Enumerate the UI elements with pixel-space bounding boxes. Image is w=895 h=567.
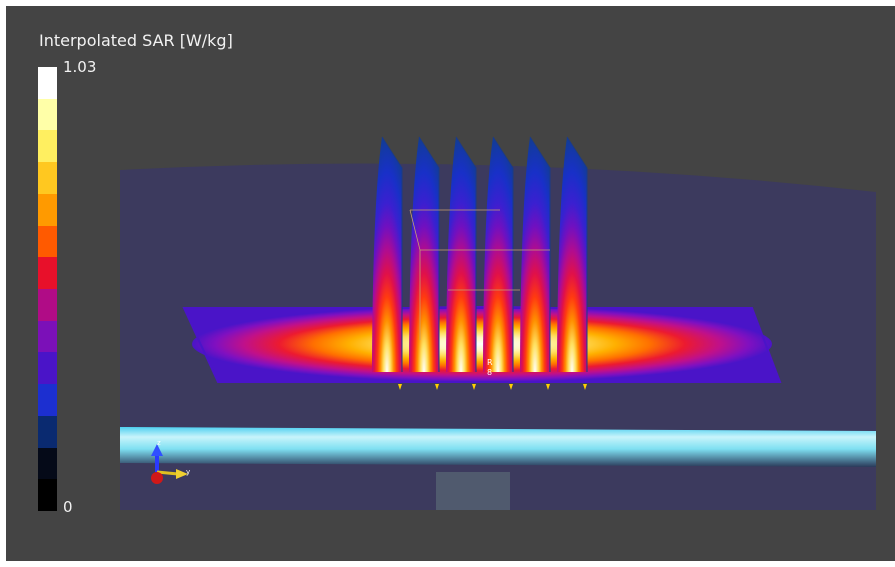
colorbar-segment [38,257,57,290]
vertical-sar-planes [372,136,588,372]
colorbar [38,67,57,512]
colorbar-segment [38,130,57,163]
colorbar-min-label: 0 [63,498,73,516]
colorbar-segment [38,67,57,99]
colorbar-segment [38,98,57,131]
vertical-sar-slice [483,137,513,372]
feed-markers [398,384,587,390]
colorbar-segment [38,193,57,226]
vertical-sar-slice [520,137,550,372]
probe-wireframe [409,209,550,340]
colorbar-segment [38,479,57,512]
colorbar-segment [38,415,57,448]
colorbar-segment [38,384,57,416]
probe-label-top: R [487,358,493,367]
colorbar-segment [38,352,57,385]
colorbar-segment [38,162,57,194]
vertical-sar-slice [372,137,402,372]
phantom-support [436,472,510,510]
vertical-sar-slice-edge [455,136,477,372]
horizontal-sar-plane [182,306,782,383]
orientation-axes: z y [151,439,190,484]
vertical-sar-slice-edge [566,136,588,372]
colorbar-segment [38,320,57,353]
vertical-sar-slice-edge [492,136,514,372]
vertical-sar-slice-edge [381,136,403,372]
vertical-sar-slice [557,137,587,372]
axis-z-label: z [157,439,161,447]
cable [120,427,876,467]
colorbar-segment [38,447,57,480]
vertical-sar-slice-edge [529,136,551,372]
colorbar-segment [38,225,57,258]
colorbar-segment [38,289,57,321]
colorbar-max-label: 1.03 [63,58,97,76]
probe-label-bottom: 8 [487,368,492,377]
colorbar-title: Interpolated SAR [W/kg] [39,31,233,50]
vertical-sar-slice [446,137,476,372]
axis-y-label: y [186,468,190,476]
vertical-sar-slice-edge [418,136,440,372]
vertical-sar-slice [409,137,439,372]
